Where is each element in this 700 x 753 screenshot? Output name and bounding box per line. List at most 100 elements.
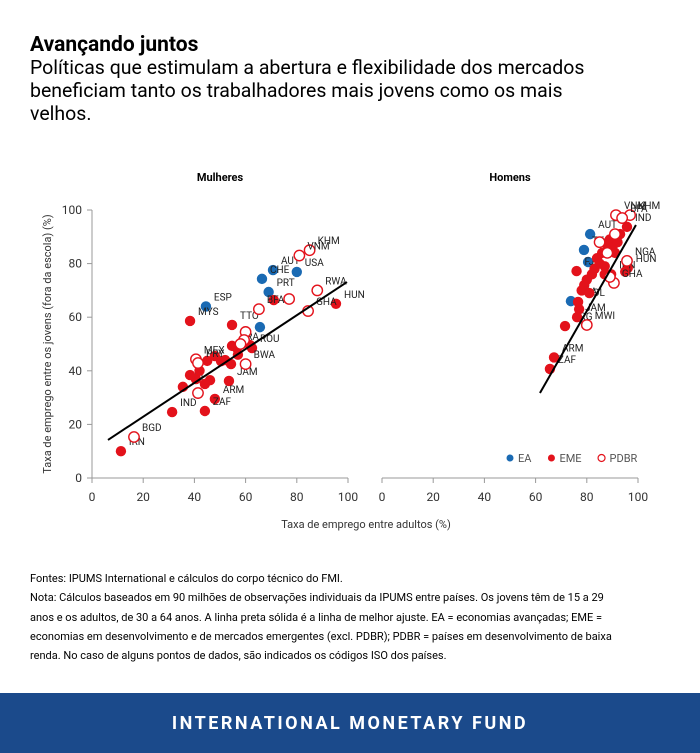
- x-tick-label: 60: [529, 490, 543, 504]
- point: [219, 354, 231, 366]
- point-label: IRN: [129, 437, 145, 448]
- point-label: BFA: [630, 204, 648, 215]
- point-label: KHM: [318, 236, 340, 247]
- point-label: IND: [180, 398, 196, 409]
- point-label: IND: [635, 213, 651, 224]
- note: anos e os adultos, de 30 a 64 anos. A li…: [30, 611, 602, 624]
- point-label: VNM: [624, 201, 646, 212]
- point: [580, 319, 593, 331]
- brand: INTERNATIONAL MONETARY FUND: [172, 713, 528, 734]
- y-tick-label: 60: [69, 310, 83, 324]
- point-label: GHA: [622, 269, 643, 280]
- point: [239, 358, 252, 370]
- point: [303, 244, 316, 257]
- point: [621, 221, 633, 233]
- fit-line: [539, 224, 637, 394]
- point: [582, 256, 594, 268]
- point-label: JAM: [237, 367, 258, 378]
- point-label: ARM: [562, 343, 583, 354]
- point-label: CHE: [270, 265, 290, 276]
- point-label: BGD: [142, 423, 162, 434]
- point: [200, 301, 212, 312]
- point: [184, 369, 196, 381]
- point-label: USA: [305, 258, 324, 269]
- x-tick-label: 100: [338, 490, 358, 504]
- point: [620, 266, 631, 277]
- point: [571, 265, 582, 277]
- point-label: AUT: [598, 220, 617, 231]
- point: [268, 294, 279, 306]
- point: [330, 298, 342, 309]
- point-label: ZAF: [213, 397, 232, 408]
- point-label: TTO: [240, 311, 259, 322]
- point: [283, 293, 296, 305]
- point: [192, 387, 204, 399]
- point-label: HUN: [636, 254, 657, 265]
- x-tick-label: 80: [290, 490, 304, 504]
- legend-label: PDBR: [610, 452, 638, 465]
- point-label: BWA: [254, 350, 276, 361]
- point-label: JAM: [585, 303, 606, 314]
- point: [593, 236, 606, 249]
- x-tick-label: 80: [580, 490, 594, 504]
- point-label: ROU: [260, 334, 280, 345]
- point-label: FJI: [585, 257, 597, 268]
- x-tick-label: 100: [628, 490, 648, 504]
- point-label: MWI: [595, 311, 615, 322]
- point: [293, 249, 306, 262]
- point: [128, 431, 140, 443]
- x-axis-label: Taxa de emprego entre adultos (%): [281, 518, 451, 531]
- brand-band: [0, 693, 700, 753]
- point: [166, 406, 178, 418]
- point-label: NGA: [635, 247, 656, 258]
- legend-marker: [547, 454, 555, 462]
- point: [559, 320, 571, 332]
- point: [263, 286, 274, 298]
- point: [192, 357, 204, 369]
- point-label: VNM: [307, 242, 329, 253]
- point: [609, 228, 621, 241]
- point: [115, 446, 127, 457]
- point-label: MYS: [198, 307, 219, 318]
- subtitle: Políticas que estimulam a abertura e fle…: [30, 56, 584, 79]
- note: economias em desenvolvimento e de mercad…: [30, 630, 612, 643]
- point: [256, 273, 268, 285]
- point-label: ESP: [214, 292, 232, 303]
- y-axis-label: Taxa de emprego entre os jovens (fora da…: [41, 214, 54, 474]
- y-tick-label: 100: [62, 203, 82, 217]
- point-label: MEX: [204, 345, 225, 356]
- point-label: RWA: [325, 276, 347, 287]
- point: [184, 315, 196, 327]
- x-tick-label: 60: [239, 490, 253, 504]
- point-label: ARM: [223, 385, 244, 396]
- note: Nota: Cálculos baseados em 90 milhões de…: [30, 591, 604, 604]
- point: [223, 375, 235, 387]
- point: [234, 338, 247, 350]
- point: [621, 255, 633, 267]
- point: [254, 321, 266, 333]
- subtitle: velhos.: [30, 102, 91, 125]
- point-label: KHM: [638, 201, 660, 212]
- point: [311, 284, 324, 297]
- legend-label: EA: [518, 452, 532, 465]
- point: [291, 266, 302, 278]
- panel-title: Mulheres: [197, 171, 244, 184]
- point-label: PRY: [206, 349, 224, 360]
- subtitle: beneficiam tanto os trabalhadores mais j…: [30, 79, 563, 102]
- y-tick-label: 80: [69, 257, 83, 271]
- point: [253, 303, 265, 316]
- note: Fontes: IPUMS International e cálculos d…: [30, 572, 343, 585]
- point-label: HUN: [344, 290, 365, 301]
- point-label: PRT: [277, 278, 295, 289]
- x-tick-label: 20: [426, 490, 440, 504]
- x-tick-label: 0: [89, 490, 96, 504]
- point-label: BFA: [267, 295, 285, 306]
- point: [209, 393, 221, 405]
- point-label: GHA: [316, 297, 337, 308]
- legend-marker: [597, 453, 606, 463]
- point: [548, 352, 560, 363]
- point: [584, 287, 595, 299]
- point: [599, 261, 610, 272]
- x-tick-label: 40: [188, 490, 202, 504]
